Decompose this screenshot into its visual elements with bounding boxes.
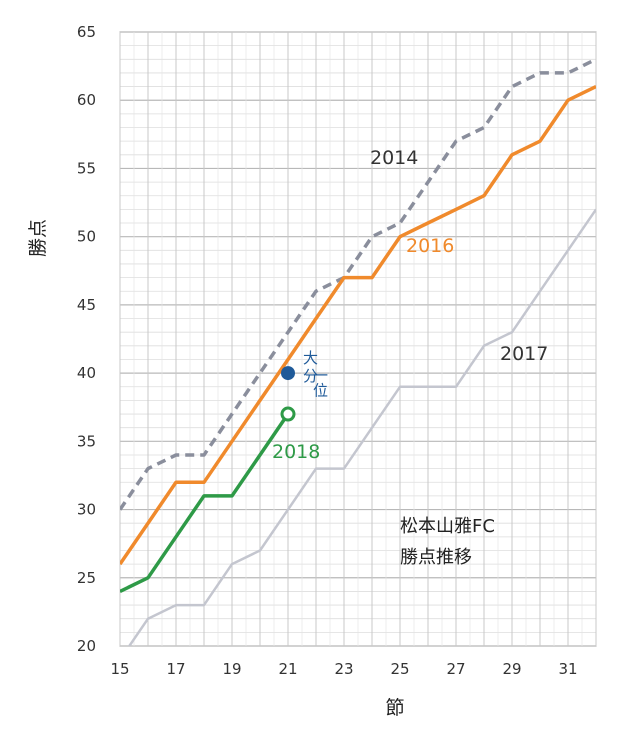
- series-line-2014: [120, 57, 596, 511]
- y-tick-label: 50: [77, 228, 96, 246]
- y-tick-label: 40: [77, 364, 96, 382]
- series-2018-end-marker: [280, 406, 296, 422]
- y-tick-labels: 20 25 30 35 40 45 50 55 60 65: [77, 23, 96, 655]
- x-tick-label: 29: [502, 660, 521, 678]
- x-tick-label: 23: [334, 660, 353, 678]
- annotation-marker: [281, 366, 295, 381]
- series-labels: 2014 2016 2017 2018: [272, 147, 548, 463]
- x-axis-title: 節: [385, 697, 404, 719]
- y-axis-title: 勝点: [27, 219, 49, 257]
- y-tick-label: 25: [77, 569, 96, 587]
- x-tick-labels: 15 17 19 21 23 25 27 29 31: [110, 660, 577, 678]
- annotation-rank: 一位: [311, 367, 329, 397]
- series-lines: [120, 57, 596, 646]
- y-tick-label: 45: [77, 296, 96, 314]
- x-tick-label: 19: [222, 660, 241, 678]
- y-tick-label: 65: [77, 23, 96, 41]
- series-label-2017: 2017: [500, 343, 548, 365]
- x-tick-label: 21: [278, 660, 297, 678]
- x-tick-label: 31: [558, 660, 577, 678]
- y-tick-label: 35: [77, 432, 96, 450]
- series-line-2017: [127, 208, 596, 646]
- series-label-2016: 2016: [406, 235, 454, 257]
- series-line-2016: [120, 85, 596, 566]
- annotation-label-char: 大: [303, 349, 318, 367]
- x-tick-label: 17: [166, 660, 185, 678]
- annotation-label-char: 分: [303, 367, 318, 385]
- y-tick-label: 55: [77, 159, 96, 177]
- series-line-2018: [120, 413, 290, 593]
- grid-lines: [119, 31, 597, 647]
- series-label-2018: 2018: [272, 441, 320, 463]
- y-tick-label: 30: [77, 501, 96, 519]
- series-label-2014: 2014: [370, 147, 418, 169]
- x-tick-label: 15: [110, 660, 129, 678]
- chart-caption-line-2: 勝点推移: [400, 547, 472, 568]
- y-tick-label: 60: [77, 91, 96, 109]
- chart-caption-line-1: 松本山雅FC: [400, 516, 495, 537]
- y-tick-label: 20: [77, 637, 96, 655]
- x-tick-label: 27: [446, 660, 465, 678]
- x-tick-label: 25: [390, 660, 409, 678]
